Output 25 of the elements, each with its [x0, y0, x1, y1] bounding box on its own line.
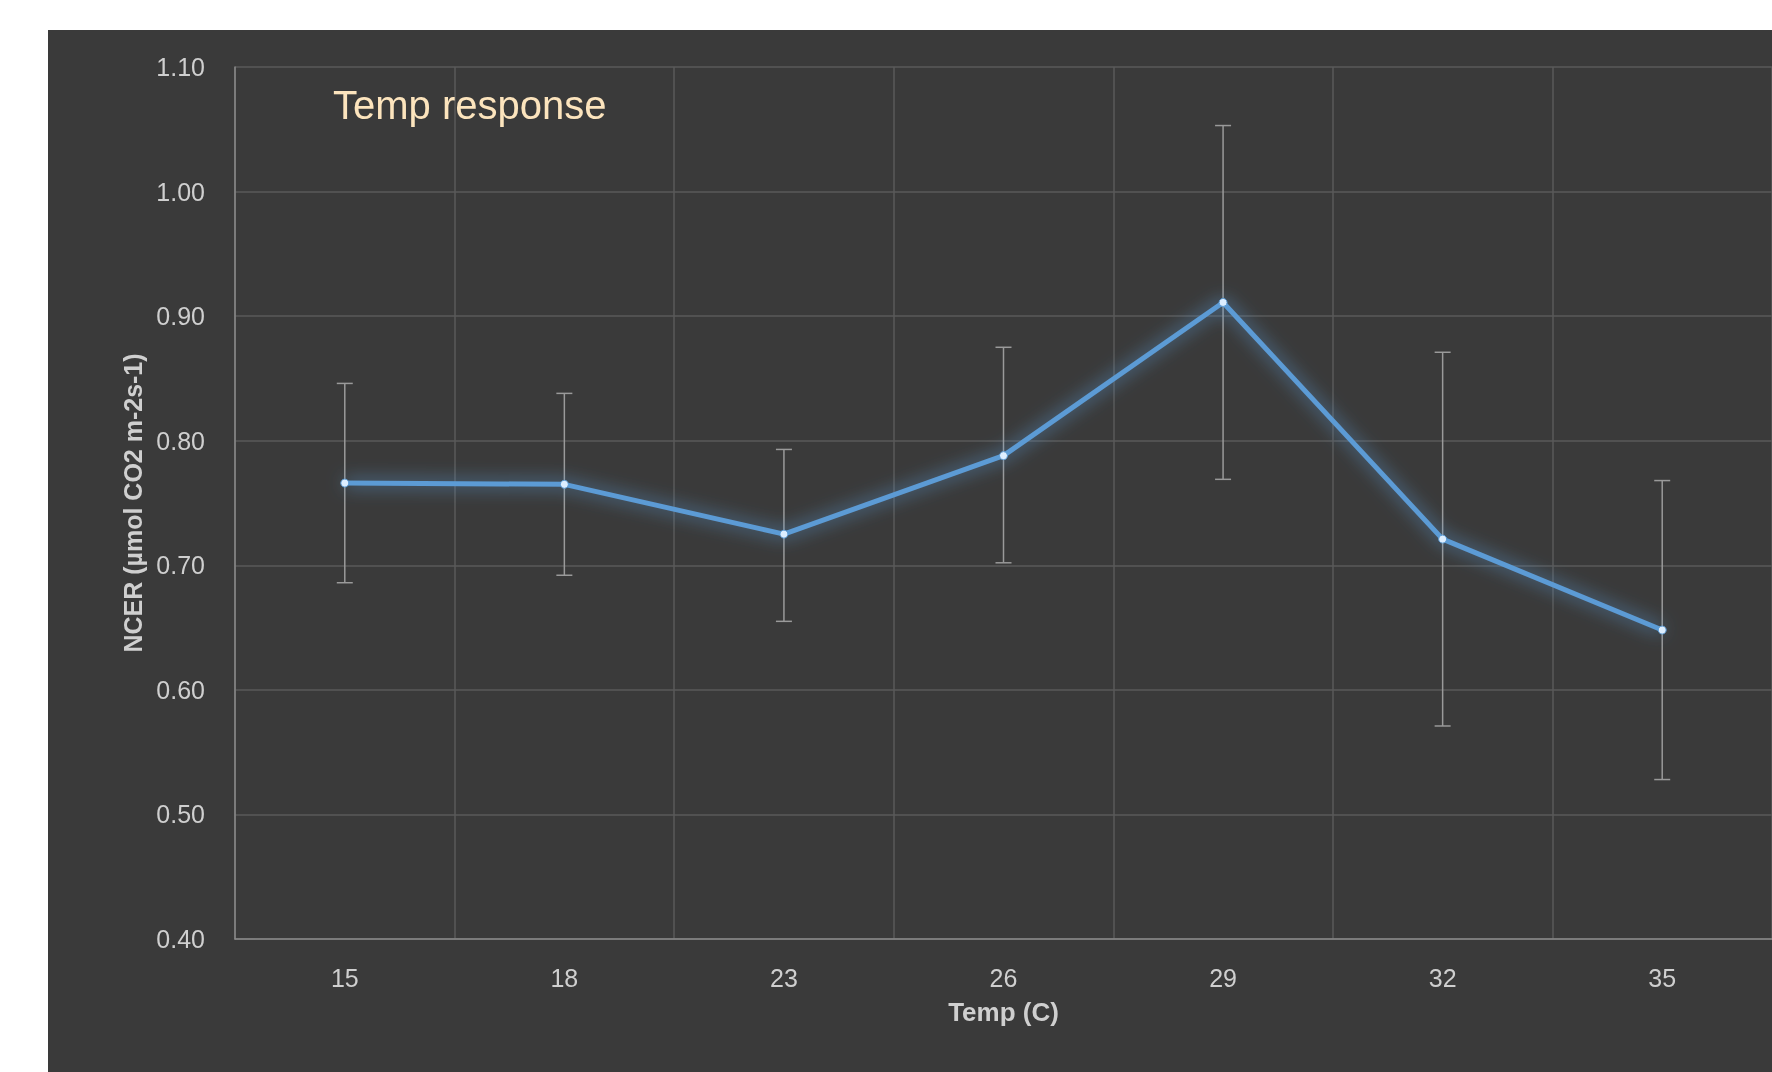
y-tick-label: 0.50 [156, 800, 205, 829]
point [1218, 297, 1228, 307]
x-tick-label: 18 [550, 963, 579, 992]
point [1657, 625, 1667, 635]
x-tick-label: 26 [989, 963, 1018, 992]
point [999, 451, 1008, 461]
y-tick-label: 0.90 [156, 302, 205, 331]
y-tick-label: 0.80 [156, 426, 205, 455]
y-tick-label: 0.60 [156, 675, 205, 704]
y-tick-label: 0.40 [156, 925, 205, 953]
point [779, 529, 789, 539]
x-tick-label: 35 [1648, 963, 1677, 992]
x-tick-label: 15 [330, 963, 359, 992]
x-tick-label: 32 [1428, 963, 1457, 992]
chart-title: Temp response [333, 83, 607, 127]
x-tick-label: 23 [770, 963, 798, 992]
point [559, 479, 569, 489]
y-tick-label: 1.00 [156, 177, 205, 206]
point [1438, 534, 1448, 544]
x-tick-label: 29 [1209, 963, 1237, 992]
y-axis-title: NCER (µmol CO2 m-2s-1) [118, 353, 147, 653]
x-axis-title: Temp (C) [948, 997, 1059, 1027]
y-tick-label: 0.70 [156, 551, 205, 580]
point [340, 478, 350, 488]
y-tick-label: 1.10 [156, 53, 205, 81]
